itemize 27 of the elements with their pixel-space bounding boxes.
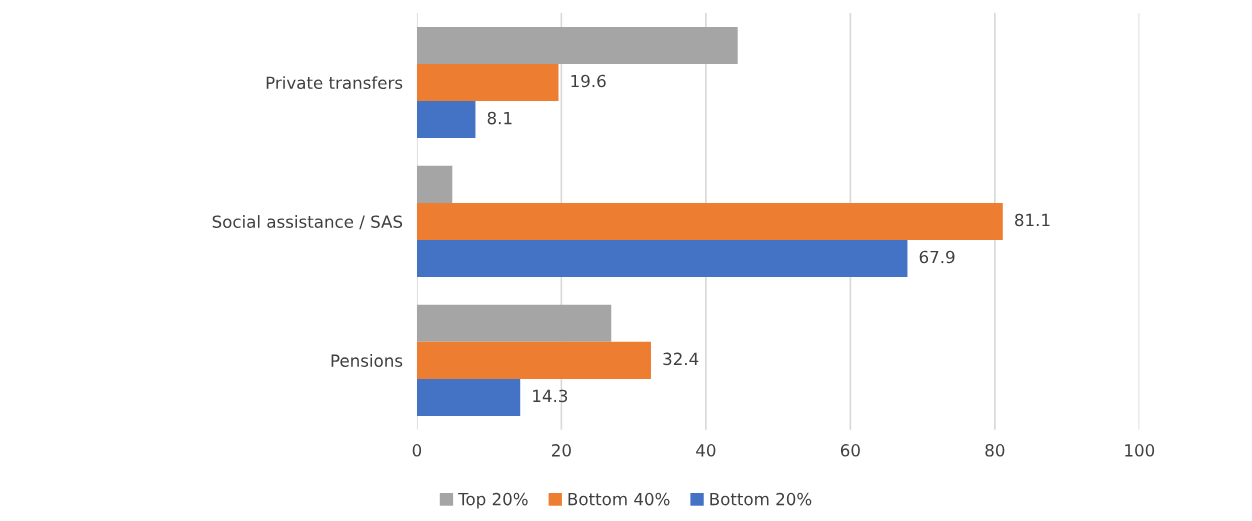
x-tick-label: 20 [552, 444, 571, 457]
legend-label: Bottom 20% [710, 492, 812, 506]
legend-label: Top 20% [458, 492, 528, 509]
bar [416, 341, 651, 379]
data-label: 19.6 [571, 74, 606, 88]
bar [416, 101, 476, 139]
y-tick-label: Private transfers [266, 76, 403, 90]
y-tick-label: Social assistance / SAS [212, 215, 403, 230]
bar [416, 63, 559, 102]
x-tick-label: 60 [840, 444, 860, 457]
bar [416, 239, 908, 277]
bar [416, 378, 521, 416]
data-label: 67.9 [919, 250, 955, 264]
x-tick-label: 80 [985, 444, 1005, 457]
bar [416, 202, 1003, 240]
data-label: 32.4 [663, 352, 699, 366]
data-label: 8.1 [487, 111, 512, 125]
bar [416, 165, 453, 203]
x-tick-label: 0 [412, 444, 422, 457]
x-tick-label: 100 [1125, 444, 1155, 457]
x-tick-label: 40 [696, 444, 716, 457]
bar [416, 304, 612, 342]
data-label: 81.1 [1015, 213, 1050, 227]
legend-label: Bottom 40% [568, 492, 670, 506]
y-tick-label: Pensions [331, 354, 403, 367]
data-label: 14.3 [533, 389, 568, 403]
bar [416, 26, 738, 64]
